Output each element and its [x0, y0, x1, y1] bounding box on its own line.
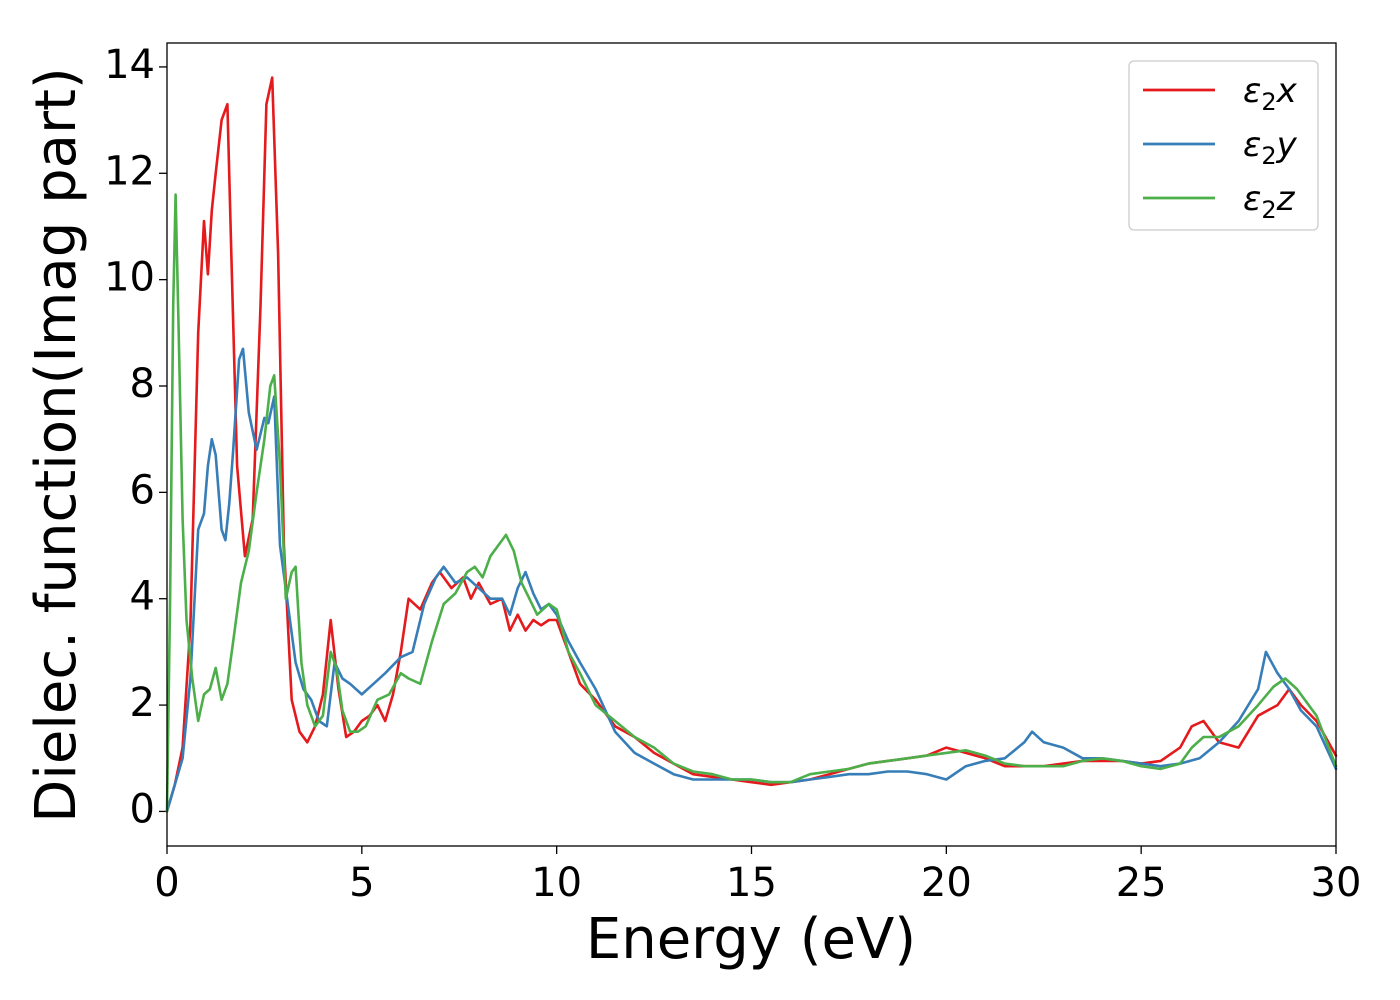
y-tick-label: 6 — [130, 467, 155, 513]
y-tick-label: 0 — [130, 786, 155, 832]
y-tick-label: 12 — [104, 148, 155, 194]
series-line-x — [165, 76, 1338, 813]
plot-frame — [166, 42, 1337, 847]
x-tick-label: 30 — [1311, 860, 1362, 906]
y-tick-label: 14 — [104, 42, 155, 88]
x-tick-label: 20 — [921, 860, 972, 906]
x-axis-title: Energy (eV) — [586, 907, 916, 972]
legend: ε2x ε2y ε2z — [1128, 60, 1319, 231]
legend-label-z: ε2z — [1243, 179, 1296, 224]
legend-label-y: ε2y — [1243, 125, 1298, 170]
x-tick-label: 10 — [531, 860, 582, 906]
tick-marks — [159, 66, 1337, 854]
legend-box — [1128, 60, 1319, 231]
y-tick-label: 10 — [104, 255, 155, 301]
x-tick-label: 5 — [349, 860, 374, 906]
y-tick-label: 4 — [130, 574, 155, 620]
y-axis-title: Dielec. function(Imag part) — [24, 67, 89, 823]
series-line-y — [165, 347, 1338, 813]
x-tick-label: 25 — [1116, 860, 1167, 906]
y-tick-label: 8 — [130, 361, 155, 407]
series-lines — [165, 76, 1338, 813]
series-line-z — [165, 193, 1338, 813]
y-tick-label: 2 — [130, 680, 155, 726]
x-tick-label: 15 — [726, 860, 777, 906]
x-tick-label: 0 — [154, 860, 179, 906]
tick-labels: 0 5 10 15 20 25 30 0 2 4 6 8 10 12 14 — [104, 42, 1361, 906]
legend-label-x: ε2x — [1243, 71, 1298, 116]
